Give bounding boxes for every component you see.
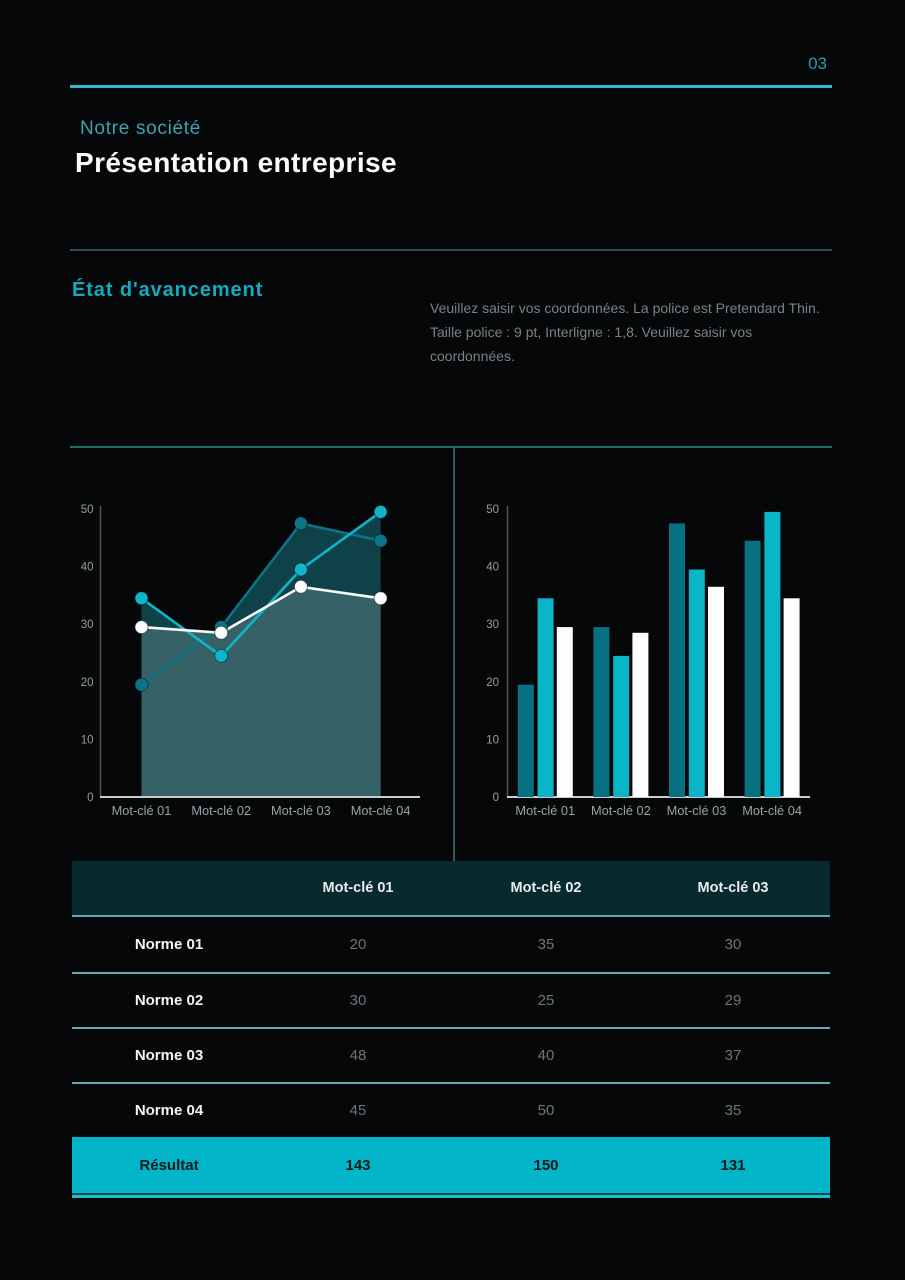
svg-text:20: 20 <box>486 677 499 689</box>
svg-text:Mot-clé 04: Mot-clé 04 <box>351 803 411 818</box>
svg-text:Mot-clé 01: Mot-clé 01 <box>112 803 172 818</box>
svg-text:40: 40 <box>486 562 499 574</box>
svg-text:10: 10 <box>486 734 499 746</box>
svg-text:Mot-clé 03: Mot-clé 03 <box>271 803 331 818</box>
svg-text:50: 50 <box>486 504 499 516</box>
svg-text:0: 0 <box>493 792 499 804</box>
svg-text:30: 30 <box>81 619 94 631</box>
svg-text:Mot-clé 04: Mot-clé 04 <box>742 803 802 818</box>
svg-text:40: 40 <box>81 562 94 574</box>
svg-text:Mot-clé 01: Mot-clé 01 <box>515 803 575 818</box>
svg-text:50: 50 <box>81 504 94 516</box>
svg-text:0: 0 <box>87 792 93 804</box>
svg-text:Mot-clé 02: Mot-clé 02 <box>191 803 251 818</box>
svg-text:20: 20 <box>81 677 94 689</box>
svg-text:Mot-clé 02: Mot-clé 02 <box>591 803 651 818</box>
svg-text:30: 30 <box>486 619 499 631</box>
svg-text:Mot-clé 03: Mot-clé 03 <box>667 803 727 818</box>
svg-text:10: 10 <box>81 734 94 746</box>
